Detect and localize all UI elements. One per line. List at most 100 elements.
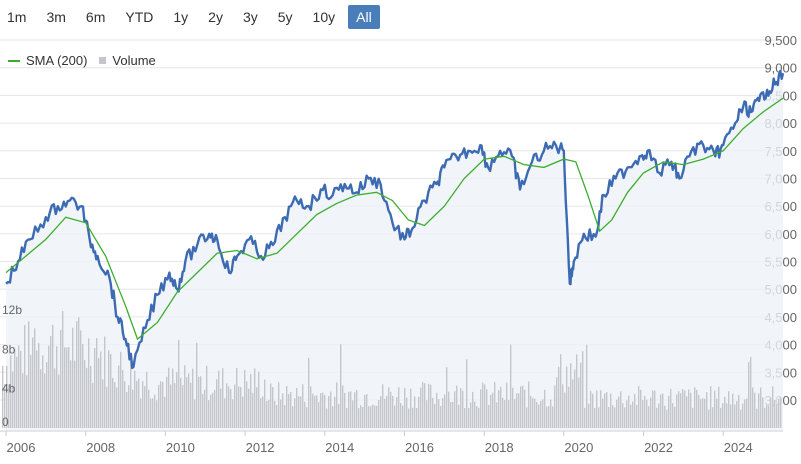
volume-bar — [712, 407, 714, 428]
volume-bar — [534, 398, 536, 428]
x-tick-label: 2008 — [86, 440, 115, 455]
volume-bar — [192, 368, 194, 428]
volume-bar — [426, 400, 428, 428]
volume-bar — [670, 388, 672, 428]
volume-bar — [652, 390, 654, 428]
volume-bar — [214, 390, 216, 428]
volume-bar — [92, 383, 94, 428]
volume-bar — [684, 390, 686, 428]
volume-bar — [220, 388, 222, 428]
volume-bar — [454, 391, 456, 428]
volume-bar — [266, 401, 268, 428]
range-button-all[interactable]: All — [348, 5, 380, 29]
range-button-5y[interactable]: 5y — [277, 9, 293, 25]
volume-bar — [56, 346, 58, 428]
sma-legend-label[interactable]: SMA (200) — [26, 53, 88, 68]
volume-bar — [614, 407, 616, 428]
volume-bar — [170, 384, 172, 428]
volume-bar — [80, 330, 82, 428]
range-button-1m[interactable]: 1m — [7, 9, 27, 25]
volume-bar — [184, 365, 186, 428]
volume-bar — [748, 362, 750, 428]
volume-bar — [162, 381, 164, 428]
range-button-10y[interactable]: 10y — [312, 9, 336, 25]
range-button-2y[interactable]: 2y — [208, 9, 223, 25]
volume-bar — [518, 393, 520, 428]
volume-bar — [168, 367, 170, 428]
volume-bar — [110, 353, 112, 428]
volume-bar — [686, 396, 688, 428]
volume-bar — [464, 408, 466, 428]
volume-legend-label[interactable]: Volume — [112, 53, 156, 68]
volume-bar — [550, 399, 552, 428]
range-button-1y[interactable]: 1y — [173, 9, 189, 25]
volume-bar — [462, 390, 464, 428]
range-button-3y[interactable]: 3y — [242, 9, 258, 25]
volume-bar — [30, 354, 32, 428]
volume-bar — [620, 391, 622, 428]
volume-bar — [354, 392, 356, 428]
volume-bar — [240, 386, 242, 428]
volume-bar — [12, 371, 14, 428]
volume-bar — [528, 381, 530, 428]
volume-bar — [226, 383, 228, 428]
volume-bar — [708, 409, 710, 428]
volume-bar — [86, 367, 88, 428]
volume-bar — [502, 397, 504, 428]
volume-bar — [22, 373, 24, 428]
volume-bar — [524, 389, 526, 428]
volume-bar — [608, 406, 610, 428]
volume-bar — [370, 406, 372, 428]
range-button-ytd[interactable]: YTD — [125, 9, 154, 25]
volume-bar — [348, 391, 350, 428]
volume-bar — [230, 389, 232, 428]
volume-bar — [438, 399, 440, 428]
volume-bar — [6, 365, 8, 428]
volume-bar — [154, 394, 156, 428]
volume-bar — [178, 339, 180, 428]
volume-bar — [212, 392, 214, 428]
volume-bar — [628, 395, 630, 428]
volume-bar — [224, 398, 226, 428]
volume-bar — [656, 407, 658, 428]
volume-bar — [218, 370, 220, 428]
volume-bar — [570, 363, 572, 428]
x-tick-label: 2010 — [166, 440, 195, 455]
volume-bar — [186, 377, 188, 428]
x-tick-label: 2014 — [325, 440, 354, 455]
volume-bar — [416, 408, 418, 428]
volume-bar — [148, 389, 150, 428]
volume-bar — [320, 393, 322, 428]
volume-bar — [70, 360, 72, 428]
volume-bar — [166, 376, 168, 428]
volume-bar — [626, 400, 628, 428]
volume-bar — [68, 347, 70, 428]
volume-bar — [208, 400, 210, 428]
range-button-3m[interactable]: 3m — [46, 9, 66, 25]
volume-bar — [582, 351, 584, 428]
volume-bar — [472, 391, 474, 428]
volume-bar — [198, 376, 200, 428]
volume-bar — [580, 362, 582, 428]
volume-bar — [344, 392, 346, 428]
volume-bar — [422, 382, 424, 428]
volume-bar — [694, 387, 696, 428]
volume-bar — [596, 390, 598, 428]
volume-bar — [458, 404, 460, 428]
volume-bar — [322, 392, 324, 428]
volume-bar — [136, 380, 138, 428]
volume-bar — [548, 405, 550, 428]
volume-bar — [172, 368, 174, 428]
volume-bar — [666, 409, 668, 428]
volume-bar — [118, 365, 120, 428]
volume-bar — [600, 390, 602, 428]
range-button-6m[interactable]: 6m — [85, 9, 106, 25]
volume-bar — [272, 386, 274, 428]
volume-bar — [558, 366, 560, 428]
volume-bar — [314, 395, 316, 428]
volume-bar — [36, 350, 38, 428]
volume-bar — [8, 384, 10, 428]
volume-bar — [210, 394, 212, 428]
volume-bar — [44, 373, 46, 428]
volume-bar — [750, 357, 752, 428]
